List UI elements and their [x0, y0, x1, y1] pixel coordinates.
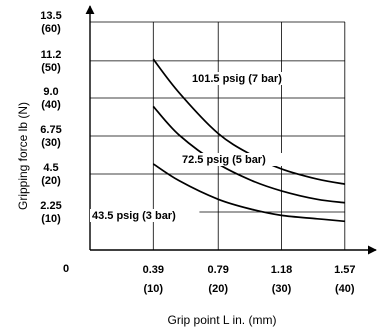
y-axis-title: Gripping force lb (N): [16, 102, 30, 210]
y-tick-label: 11.2: [41, 49, 62, 61]
y-tick-sub-label: (20): [41, 175, 61, 187]
curve-label: 72.5 psig (5 bar): [182, 154, 266, 166]
x-tick-label: 0.39: [143, 264, 164, 276]
x-tick-label: 0.79: [208, 264, 229, 276]
y-tick-label: 9.0: [43, 86, 58, 98]
x-tick-sub-label: (20): [208, 283, 228, 295]
force-curve-3: [152, 163, 345, 223]
x-tick-sub-label: (10): [144, 283, 164, 295]
y-tick-label: 13.5: [40, 10, 61, 22]
x-tick-label: 1.57: [334, 264, 355, 276]
x-tick-label: 1.18: [271, 264, 292, 276]
y-tick-sub-label: (10): [41, 213, 61, 225]
y-tick-label: 4.5: [43, 162, 58, 174]
y-tick-sub-label: (60): [41, 23, 61, 35]
x-tick-labels: 0.39 (10) 0.79 (20) 1.18 (30) 1.57 (40): [143, 264, 356, 295]
force-curve-2: [152, 105, 345, 204]
curve-label-bg: [180, 153, 290, 166]
curve-labels: 101.5 psig (7 bar) 72.5 psig (5 bar) 43.5 …: [90, 72, 306, 222]
x-tick-sub-label: (30): [272, 283, 292, 295]
y-tick-label: 6.75: [40, 124, 61, 136]
curve-label-bg: [190, 72, 306, 85]
origin-label: 0: [63, 263, 69, 275]
y-tick-sub-label: (40): [41, 99, 61, 111]
y-tick-labels: 2.25(10) 4.5(20) 6.75(30) 9.0(40) 11.2(50) 13…: [40, 10, 61, 225]
y-tick-sub-label: (30): [41, 137, 61, 149]
curve-label: 101.5 psig (7 bar): [192, 73, 282, 85]
y-tick-sub-label: (50): [41, 62, 61, 74]
x-tick-sub-label: (40): [335, 283, 355, 295]
curve-label: 43.5 psig (3 bar): [92, 210, 176, 222]
y-tick-label: 2.25: [40, 200, 61, 212]
x-axis-title: Grip point L in. (mm): [168, 313, 277, 327]
curve-label-bg: [90, 209, 200, 222]
